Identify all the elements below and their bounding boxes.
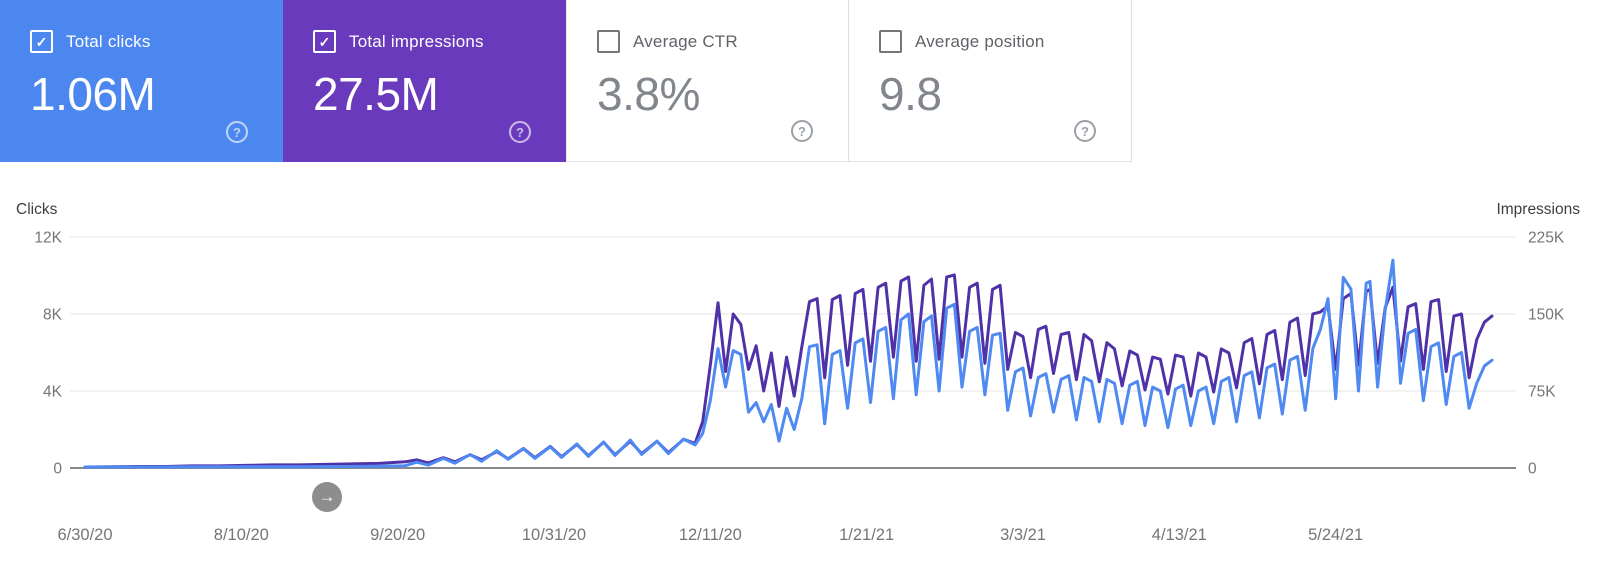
x-axis-label: 9/20/20 (370, 526, 425, 544)
x-axis-label: 3/3/21 (1000, 526, 1046, 544)
card-header: Average CTR (597, 30, 848, 53)
scroll-dates-next-button[interactable]: → (312, 482, 342, 512)
metric-card-average-position[interactable]: Average position 9.8 ? (849, 0, 1132, 162)
right-axis-tick-label: 150K (1528, 307, 1565, 324)
help-icon[interactable]: ? (1074, 120, 1096, 142)
total-clicks-value: 1.06M (30, 68, 156, 120)
metric-cards-row: ✓ Total clicks 1.06M ? ✓ Total impressio… (0, 0, 1132, 162)
card-label: Total impressions (349, 31, 484, 51)
help-icon[interactable]: ? (226, 121, 248, 143)
average-ctr-checkbox[interactable] (597, 30, 620, 53)
average-ctr-value: 3.8% (597, 68, 700, 120)
clicks-line-series (83, 258, 1494, 469)
impressions-line-series (83, 273, 1494, 469)
checkmark-icon: ✓ (318, 33, 331, 50)
left-axis-tick-label: 0 (53, 461, 62, 478)
card-header: ✓ Total clicks (30, 30, 283, 53)
card-header: ✓ Total impressions (313, 30, 566, 53)
left-axis-title: Clicks (16, 201, 58, 218)
total-clicks-checkbox[interactable]: ✓ (30, 30, 53, 53)
total-impressions-checkbox[interactable]: ✓ (313, 30, 336, 53)
x-axis-label: 1/21/21 (839, 526, 894, 544)
average-position-checkbox[interactable] (879, 30, 902, 53)
help-icon[interactable]: ? (791, 120, 813, 142)
card-header: Average position (879, 30, 1131, 53)
total-impressions-value: 27.5M (313, 68, 439, 120)
right-axis-tick-label: 225K (1528, 230, 1565, 247)
checkmark-icon: ✓ (35, 33, 48, 50)
right-axis-tick-label: 0 (1528, 461, 1537, 478)
card-label: Average position (915, 31, 1045, 51)
x-axis-label: 5/24/21 (1308, 526, 1363, 544)
right-axis-title: Impressions (1496, 201, 1580, 218)
x-axis-label: 10/31/20 (522, 526, 586, 544)
right-axis-tick-label: 75K (1528, 384, 1556, 401)
card-label: Total clicks (66, 31, 151, 51)
x-axis-label: 4/13/21 (1152, 526, 1207, 544)
arrow-right-icon: → (318, 487, 336, 506)
average-position-value: 9.8 (879, 68, 942, 120)
metric-card-average-ctr[interactable]: Average CTR 3.8% ? (566, 0, 849, 162)
help-icon[interactable]: ? (509, 121, 531, 143)
x-axis-label: 12/11/20 (679, 526, 742, 544)
left-axis-tick-label: 4K (43, 384, 63, 401)
metric-card-total-impressions[interactable]: ✓ Total impressions 27.5M ? (283, 0, 566, 162)
metric-card-total-clicks[interactable]: ✓ Total clicks 1.06M ? (0, 0, 283, 162)
left-axis-tick-label: 8K (43, 307, 63, 324)
card-label: Average CTR (633, 31, 738, 51)
x-axis-label: 6/30/20 (57, 526, 112, 544)
x-axis-label: 8/10/20 (214, 526, 269, 544)
left-axis-tick-label: 12K (34, 230, 62, 247)
